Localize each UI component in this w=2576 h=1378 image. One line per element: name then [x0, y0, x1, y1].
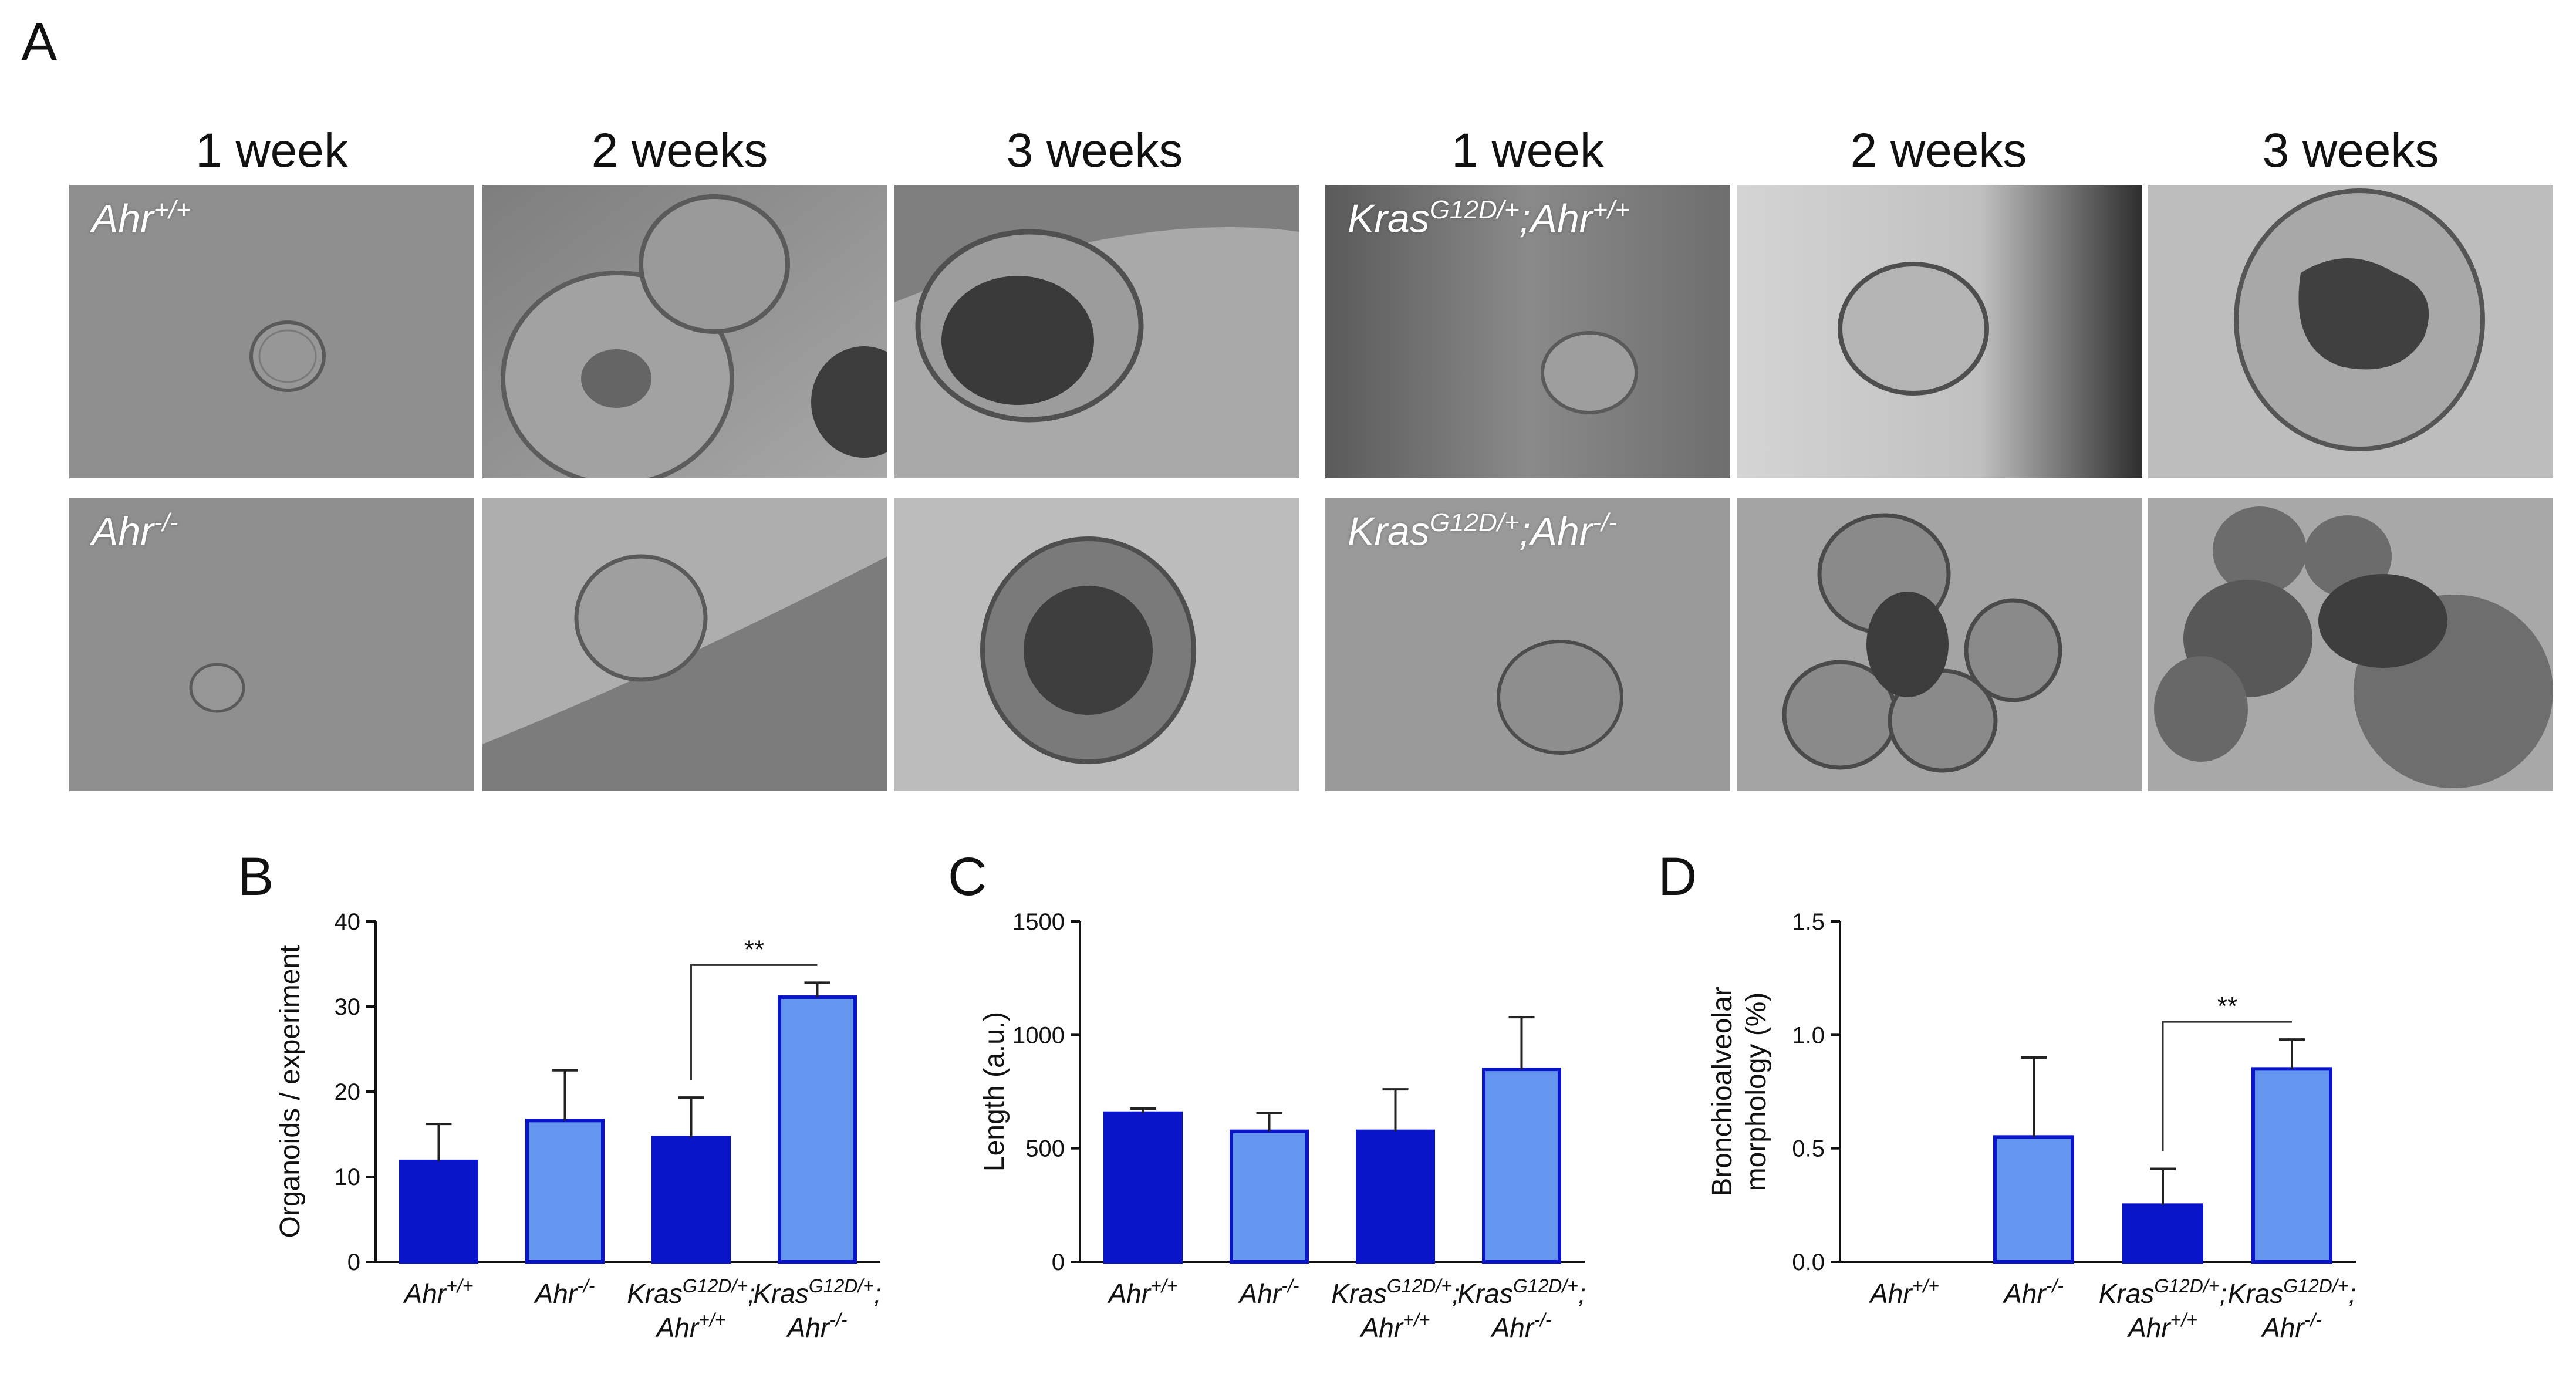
panel-d-category-label-line2: Ahr+/+	[2126, 1309, 2197, 1343]
panel-c-bar	[1356, 1129, 1435, 1264]
panel-b-y-tick-label: 30	[335, 994, 361, 1020]
panel-d-bar	[1993, 1135, 2074, 1264]
micrograph-ahr-ko-1week: Ahr-/-	[69, 498, 474, 791]
panel-d-y-tick-label: 1.0	[1792, 1022, 1825, 1048]
panel-b-bar	[399, 1159, 478, 1264]
panel-c-category-label-line2: Ahr+/+	[1359, 1309, 1430, 1343]
micrograph-ahr-ko-2weeks	[482, 498, 887, 791]
panel-b-significance-label: **	[744, 935, 764, 964]
bar-charts: B 0 10 20 30 40 Organoids / experiment Ahr+/+ Ah…	[238, 847, 2356, 1343]
panel-c-y-tick-label: 0	[1052, 1249, 1065, 1275]
header-right-1-week: 1 week	[1451, 124, 1604, 177]
panel-d-significance-label: **	[2217, 992, 2237, 1021]
panel-b-y-tick-label: 10	[335, 1164, 361, 1190]
panel-d-letter: D	[1658, 847, 1697, 907]
panel-b-y-label: Organoids / experiment	[275, 945, 306, 1238]
micrograph-ahr-wt-3weeks	[894, 185, 1299, 478]
panel-c-category-label: Ahr+/+	[1107, 1275, 1178, 1309]
panel-d-category-label: KrasG12D/+;	[2228, 1275, 2356, 1309]
panel-c-category-label-line2: Ahr-/-	[1490, 1309, 1552, 1343]
panel-b-bar	[778, 995, 857, 1264]
header-right-2-weeks: 2 weeks	[1850, 124, 2027, 177]
panel-c-category-label: KrasG12D/+;	[1331, 1275, 1460, 1309]
micrograph-ahr-wt-1week: Ahr+/+	[69, 185, 474, 478]
micrograph-ahr-wt-2weeks	[482, 185, 887, 478]
panel-c-bar	[1103, 1111, 1183, 1264]
panel-b-category-label-line2: Ahr-/-	[786, 1309, 848, 1343]
micrograph-ahr-ko-3weeks	[894, 498, 1299, 791]
panel-d-category-label: KrasG12D/+;	[2099, 1275, 2227, 1309]
panel-b-letter: B	[238, 847, 274, 907]
header-left-1-week: 1 week	[195, 124, 348, 177]
panel-d-y-tick-label: 1.5	[1792, 909, 1825, 935]
panel-d-significance-bracket	[2162, 1021, 2292, 1151]
micrograph-kras-ahr-ko-3weeks	[2148, 498, 2553, 791]
panel-c-y-tick-label: 1500	[1012, 909, 1065, 935]
header-right-3-weeks: 3 weeks	[2262, 124, 2439, 177]
panel-b-bar	[525, 1119, 605, 1264]
panel-c-category-label: KrasG12D/+;	[1457, 1275, 1586, 1309]
panel-b-category-label: Ahr+/+	[403, 1275, 474, 1309]
panel-c-category-label: Ahr-/-	[1238, 1275, 1299, 1309]
header-left-2-weeks: 2 weeks	[591, 124, 768, 177]
panel-d-y-label: morphology (%)	[1741, 992, 1772, 1191]
header-left-3-weeks: 3 weeks	[1006, 124, 1183, 177]
panel-c-bar	[1482, 1068, 1561, 1264]
panel-b-category-label: KrasG12D/+;	[753, 1275, 882, 1309]
panel-b-y-tick-label: 40	[335, 909, 361, 935]
panel-d-y-tick-label: 0.5	[1792, 1136, 1825, 1162]
panel-a-letter: A	[21, 12, 58, 72]
panel-b-category-label: Ahr-/-	[534, 1275, 595, 1309]
panel-d-category-label-line2: Ahr-/-	[2260, 1309, 2322, 1343]
panel-c-y-tick-label: 1000	[1012, 1022, 1065, 1048]
panel-d-bar	[2122, 1203, 2203, 1264]
panel-d-y-label: Bronchioalveolar	[1707, 987, 1738, 1197]
panel-b-y-tick-label: 20	[335, 1079, 361, 1105]
panel-c-bar	[1230, 1129, 1309, 1264]
genotype-label-ahr-ko: Ahr-/-	[92, 508, 178, 554]
panel-b-category-label-line2: Ahr+/+	[655, 1309, 726, 1343]
panel-b-bar	[651, 1136, 731, 1264]
panel-b-category-label: KrasG12D/+;	[627, 1275, 755, 1309]
panel-d-y-tick-label: 0.0	[1792, 1249, 1825, 1275]
panel-b-y-tick-label: 0	[347, 1249, 360, 1275]
genotype-label-kras-ahr-ko: KrasG12D/+;Ahr-/-	[1348, 508, 1617, 554]
panel-d-bar	[2251, 1067, 2332, 1264]
micrograph-kras-ahr-wt-1week: KrasG12D/+;Ahr+/+	[1325, 185, 1730, 478]
genotype-label-kras-ahr-wt: KrasG12D/+;Ahr+/+	[1348, 195, 1630, 241]
panel-b-significance-bracket	[690, 964, 818, 1080]
micrograph-kras-ahr-wt-2weeks	[1737, 185, 2142, 478]
panel-d-category-label: Ahr-/-	[2002, 1275, 2064, 1309]
panel-c-y-label: Length (a.u.)	[979, 1012, 1010, 1171]
micrograph-kras-ahr-wt-3weeks	[2148, 185, 2553, 478]
micrograph-kras-ahr-ko-1week: KrasG12D/+;Ahr-/-	[1325, 498, 1730, 791]
panel-c-letter: C	[948, 847, 987, 907]
micrograph-kras-ahr-ko-2weeks	[1737, 498, 2142, 791]
panel-d-category-label: Ahr+/+	[1868, 1275, 1939, 1309]
panel-c-y-tick-label: 500	[1025, 1136, 1065, 1162]
genotype-label-ahr-wt: Ahr+/+	[92, 195, 191, 241]
